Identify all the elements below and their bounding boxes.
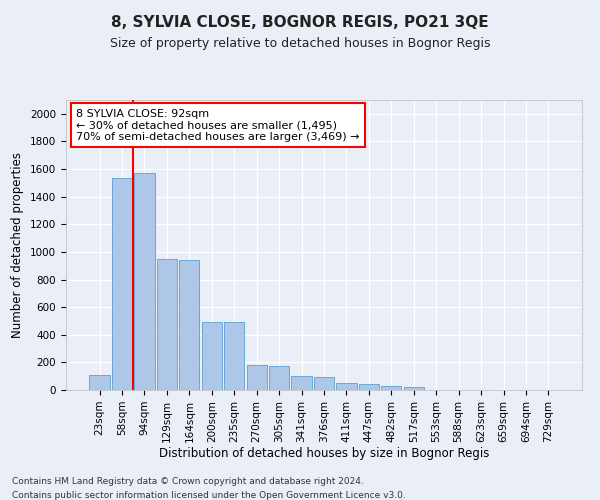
Bar (359, 384, 379, 390)
Bar (269, 366, 289, 390)
Text: 8 SYLVIA CLOSE: 92sqm
← 30% of detached houses are smaller (1,495)
70% of semi-d: 8 SYLVIA CLOSE: 92sqm ← 30% of detached … (76, 108, 360, 142)
Bar (202, 322, 222, 390)
X-axis label: Distribution of detached houses by size in Bognor Regis: Distribution of detached houses by size … (159, 448, 489, 460)
Text: Size of property relative to detached houses in Bognor Regis: Size of property relative to detached ho… (110, 38, 490, 51)
Text: Contains HM Land Registry data © Crown copyright and database right 2024.: Contains HM Land Registry data © Crown c… (12, 478, 364, 486)
Bar (381, 386, 401, 390)
Bar (292, 376, 311, 390)
Bar (404, 386, 424, 390)
Text: 8, SYLVIA CLOSE, BOGNOR REGIS, PO21 3QE: 8, SYLVIA CLOSE, BOGNOR REGIS, PO21 3QE (111, 15, 489, 30)
Y-axis label: Number of detached properties: Number of detached properties (11, 152, 25, 338)
Bar (134, 172, 155, 390)
Bar (337, 383, 356, 390)
Bar (224, 322, 244, 390)
Bar (89, 375, 110, 390)
Text: Contains public sector information licensed under the Open Government Licence v3: Contains public sector information licen… (12, 491, 406, 500)
Bar (157, 259, 177, 390)
Bar (112, 178, 132, 390)
Bar (179, 260, 199, 390)
Bar (247, 365, 267, 390)
Bar (314, 377, 334, 390)
